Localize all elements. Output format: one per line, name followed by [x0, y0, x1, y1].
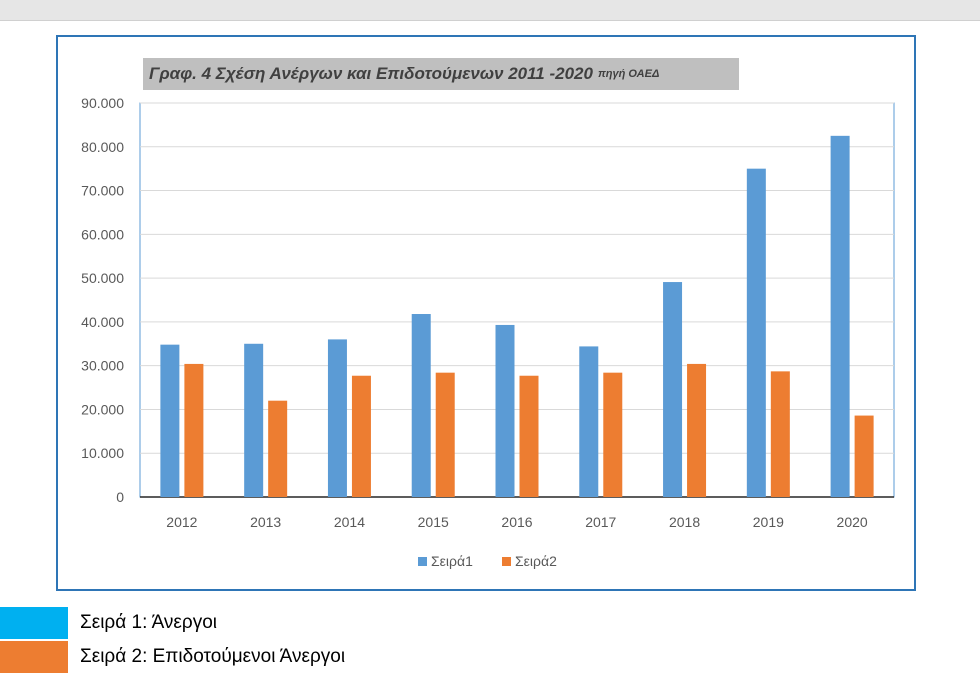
bar-series-1 — [663, 282, 683, 497]
chart-frame — [56, 35, 916, 591]
bar-series-2 — [268, 400, 288, 497]
y-tick-label: 60.000 — [81, 226, 124, 242]
x-tick-label: 2018 — [669, 514, 700, 530]
footer-legend-label-1: Σειρά 1: Άνεργοι — [80, 612, 217, 633]
x-tick-label: 2016 — [501, 514, 532, 530]
y-tick-label: 70.000 — [81, 183, 124, 199]
footer-legend-item-2: Σειρά 2: Επιδοτούμενοι Άνεργοι — [0, 641, 980, 673]
bar-series-2 — [603, 372, 623, 497]
x-tick-label: 2020 — [837, 514, 868, 530]
x-tick-label: 2019 — [753, 514, 784, 530]
chart-title: Γραφ. 4 Σχέση Ανέργων και Επιδοτούμενων … — [149, 64, 593, 83]
x-tick-label: 2017 — [585, 514, 616, 530]
bar-series-2 — [184, 363, 204, 497]
chart-title-box: Γραφ. 4 Σχέση Ανέργων και Επιδοτούμενων … — [143, 58, 739, 90]
bar-series-2 — [435, 372, 455, 497]
bar-series-2 — [519, 375, 539, 497]
bar-series-1 — [495, 324, 515, 497]
x-tick-label: 2015 — [418, 514, 449, 530]
top-toolbar-strip — [0, 0, 980, 21]
x-tick-label: 2013 — [250, 514, 281, 530]
footer-legend-swatch-2 — [0, 641, 68, 673]
legend-swatch-2 — [502, 557, 511, 566]
chart-title-source: πηγή ΟΑΕΔ — [597, 68, 660, 80]
legend-label-1: Σειρά1 — [431, 553, 473, 569]
y-tick-label: 90.000 — [81, 95, 124, 111]
bar-series-1 — [579, 346, 599, 497]
bar-series-1 — [746, 168, 766, 497]
bar-series-1 — [327, 339, 347, 497]
x-tick-label: 2012 — [166, 514, 197, 530]
bar-series-2 — [770, 371, 790, 497]
bar-series-1 — [830, 135, 850, 498]
bar-series-1 — [411, 314, 431, 497]
y-tick-label: 0 — [116, 489, 124, 505]
y-tick-label: 20.000 — [81, 401, 124, 417]
bar-series-1 — [160, 344, 180, 497]
footer-legend-label-2: Σειρά 2: Επιδοτούμενοι Άνεργοι — [80, 646, 346, 667]
y-tick-label: 10.000 — [81, 445, 124, 461]
footer-legend-item-1: Σειρά 1: Άνεργοι — [0, 607, 980, 639]
bar-series-1 — [244, 343, 264, 497]
bar-series-2 — [687, 363, 707, 497]
bar-series-2 — [351, 375, 371, 497]
legend-label-2: Σειρά2 — [515, 553, 557, 569]
footer-legend-swatch-1 — [0, 607, 68, 639]
y-tick-label: 30.000 — [81, 358, 124, 374]
y-tick-label: 40.000 — [81, 314, 124, 330]
x-tick-label: 2014 — [334, 514, 365, 530]
y-tick-label: 80.000 — [81, 139, 124, 155]
legend-swatch-1 — [418, 557, 427, 566]
bar-series-2 — [854, 415, 874, 497]
y-tick-label: 50.000 — [81, 270, 124, 286]
